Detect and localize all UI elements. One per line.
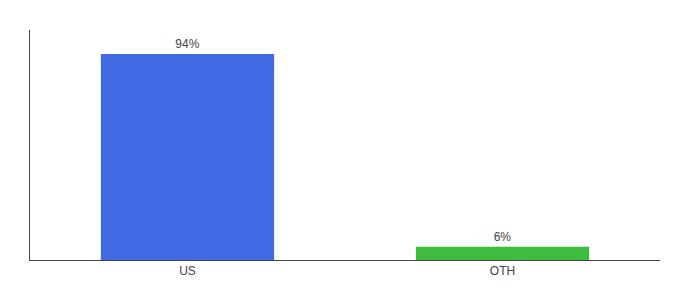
svg-text:94%: 94% [175, 37, 199, 51]
svg-text:US: US [179, 264, 196, 278]
svg-text:OTH: OTH [490, 264, 515, 278]
svg-text:6%: 6% [494, 230, 512, 244]
